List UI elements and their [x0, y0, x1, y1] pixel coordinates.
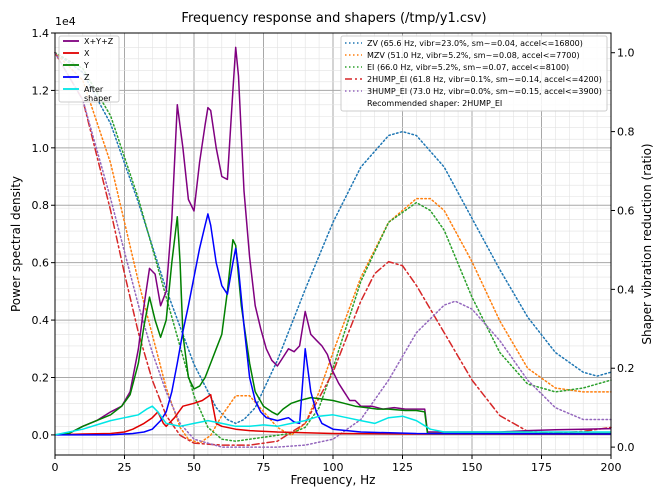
y-axis-ticks: 0.0 0.2 0.4 0.6 0.8 1.0 1.2 1.4 [32, 27, 55, 442]
legend-label: MZV (51.0 Hz, vibr=5.2%, sm~=0.08, accel… [367, 51, 580, 60]
psd-line [55, 213, 612, 436]
y2-tick-label: 0.8 [617, 126, 635, 139]
legend-label: After [84, 85, 104, 94]
y-tick-label: 0.8 [32, 199, 50, 212]
shaper-line [54, 51, 612, 442]
psd-line [54, 393, 612, 436]
y2-axis-label: Shaper vibration reduction (ratio) [640, 143, 654, 344]
shaper-lines [54, 51, 612, 448]
x-tick-label: 125 [392, 461, 413, 474]
y-tick-label: 0.0 [32, 429, 50, 442]
y-axis-label: Power spectral density [9, 176, 23, 312]
y-tick-label: 1.2 [32, 84, 50, 97]
y-exponent-label: 1e4 [55, 15, 76, 28]
y-tick-label: 1.0 [32, 142, 50, 155]
legend-label: ZV (65.6 Hz, vibr=23.0%, sm~=0.04, accel… [367, 39, 583, 48]
x-tick-label: 75 [257, 461, 271, 474]
shaper-legend: ZV (65.6 Hz, vibr=23.0%, sm~=0.04, accel… [340, 35, 608, 112]
shaper-line [54, 51, 612, 425]
chart-title: Frequency response and shapers (/tmp/y1.… [181, 11, 486, 26]
y2-tick-label: 0.2 [617, 362, 635, 375]
x-tick-label: 175 [531, 461, 552, 474]
y2-tick-label: 0.6 [617, 204, 635, 217]
y-tick-label: 1.4 [32, 27, 50, 40]
legend-label: EI (66.0 Hz, vibr=5.2%, sm~=0.07, accel<… [367, 63, 569, 72]
recommended-shaper-label: Recommended shaper: 2HUMP_EI [367, 99, 502, 108]
x-axis-label: Frequency, Hz [291, 473, 376, 487]
legend-label: shaper [84, 94, 112, 103]
x-tick-label: 200 [601, 461, 622, 474]
y2-tick-label: 0.4 [617, 283, 635, 296]
shaper-line [54, 51, 612, 445]
legend-label: 3HUMP_EI (73.0 Hz, vibr=0.0%, sm~=0.15, … [367, 87, 602, 96]
x-axis-ticks: 0 25 50 75 100 125 150 175 200 [52, 455, 622, 474]
x-tick-label: 0 [52, 461, 59, 474]
psd-lines [54, 46, 612, 436]
x-tick-label: 25 [118, 461, 132, 474]
legend-label: X+Y+Z [84, 37, 114, 46]
shaper-line [54, 51, 612, 448]
y-tick-label: 0.4 [32, 314, 50, 327]
psd-line [54, 46, 612, 436]
psd-line [54, 405, 611, 436]
legend-label: Z [84, 73, 90, 82]
grid [54, 32, 612, 455]
y-tick-label: 0.6 [32, 257, 50, 270]
x-tick-label: 150 [462, 461, 483, 474]
legend-label: Y [83, 61, 89, 70]
shaper-line [54, 51, 612, 446]
x-tick-label: 100 [323, 461, 344, 474]
legend-label: 2HUMP_EI (61.8 Hz, vibr=0.1%, sm~=0.14, … [367, 75, 602, 84]
x-tick-label: 50 [187, 461, 201, 474]
legend-label: X [84, 49, 90, 58]
y2-tick-label: 0.0 [617, 441, 635, 454]
shaper-legend-box [340, 35, 608, 112]
y2-tick-label: 1.0 [617, 47, 635, 60]
y2-axis-ticks: 0.0 0.2 0.4 0.6 0.8 1.0 [611, 47, 635, 454]
y-tick-label: 0.2 [32, 371, 50, 384]
